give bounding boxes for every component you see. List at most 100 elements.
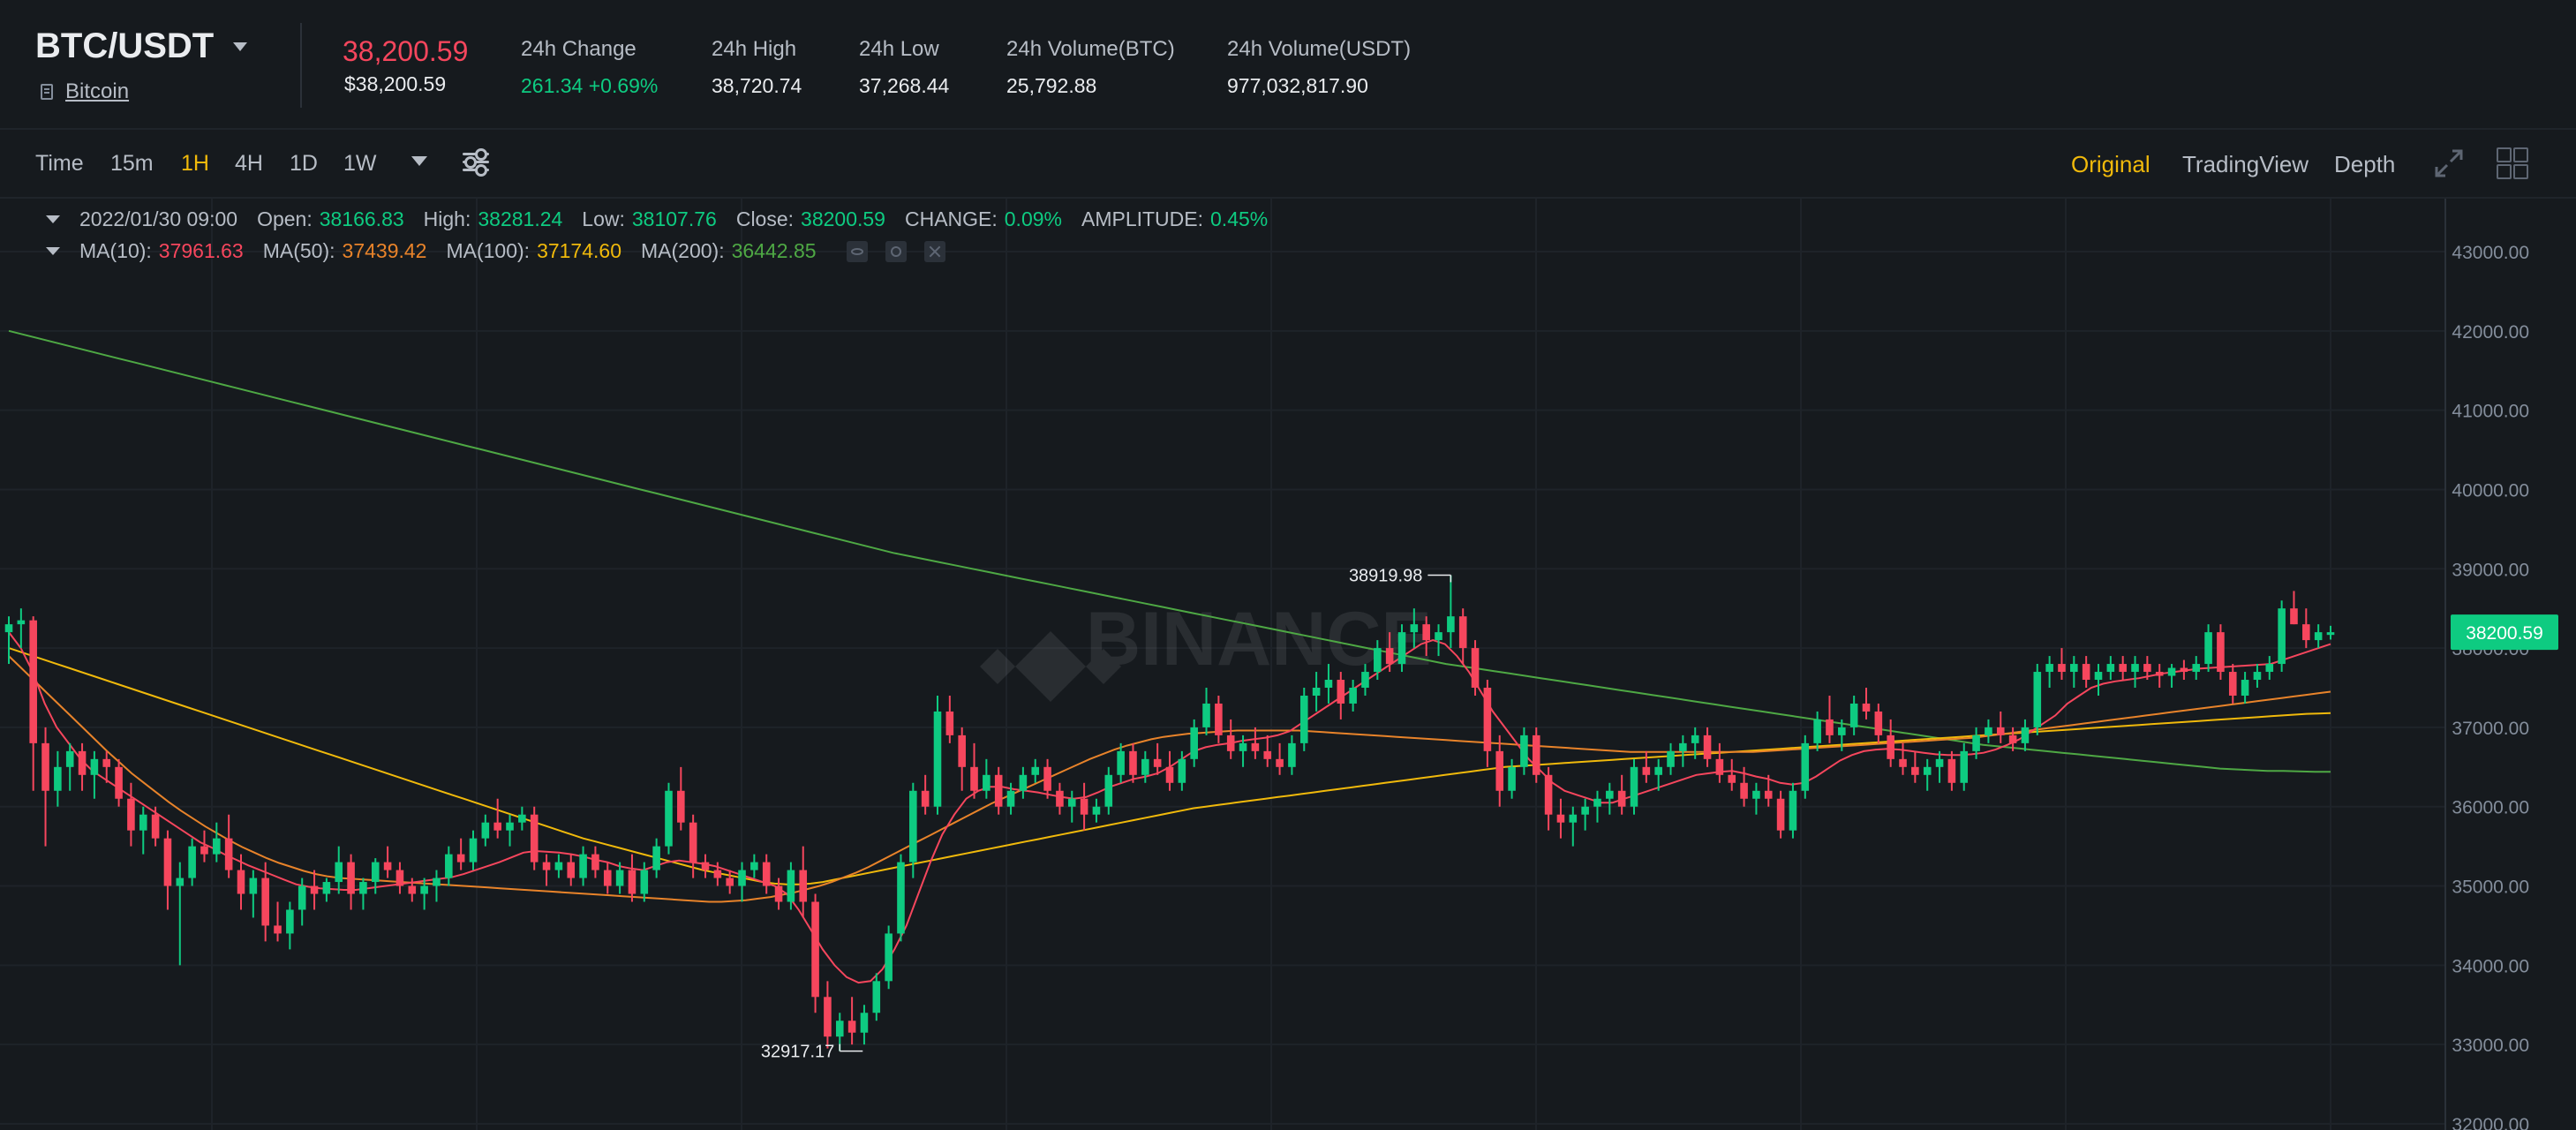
chart-toolbar: Time 15m 1H 4H 1D 1W Original TradingVie… [0, 130, 2576, 199]
y-tick-label: 37000.00 [2452, 719, 2529, 739]
ma10-label: MA(10): [79, 239, 152, 262]
layout-grid-icon[interactable] [2497, 147, 2528, 179]
low-label: Low: [582, 207, 625, 230]
ma50-value: 37439.42 [342, 239, 427, 262]
stat-label: 24h Volume(USDT) [1227, 37, 1412, 61]
ma200-label: MA(200): [641, 239, 725, 262]
candle-body [1703, 734, 1712, 759]
candle-body [554, 862, 563, 870]
indicator-settings-icon[interactable] [461, 147, 491, 177]
candle-body [1056, 790, 1064, 807]
candle-body [102, 758, 111, 767]
stat-label: 24h Change [521, 37, 636, 61]
candle-body [1996, 727, 2005, 735]
ma100-line [8, 647, 2331, 885]
market-header: BTC/USDT Bitcoin 38,200.59 $38,200.59 24… [0, 0, 2576, 130]
candle-body [1337, 680, 1345, 704]
interval-1h[interactable]: 1H [181, 151, 209, 176]
candle-body [1801, 742, 1810, 791]
candle-body [65, 750, 74, 767]
candle-body [2131, 664, 2139, 673]
view-tradingview-tab[interactable]: TradingView [2182, 151, 2309, 177]
candle-body [2265, 664, 2274, 673]
stat-value: 977,032,817.90 [1227, 74, 1368, 97]
candle-body [542, 862, 551, 870]
candle-body [2326, 632, 2335, 636]
coin-info: Bitcoin [41, 79, 129, 104]
candle-body [335, 862, 343, 883]
candle-body [628, 870, 636, 894]
candle-body [1617, 790, 1626, 807]
y-tick-label: 40000.00 [2452, 480, 2529, 501]
candle-body [188, 846, 196, 878]
interval-15m[interactable]: 15m [110, 151, 154, 176]
open-value: 38166.83 [319, 207, 404, 230]
more-intervals-icon[interactable] [411, 156, 427, 166]
view-original-tab[interactable]: Original [2071, 151, 2150, 177]
candle-body [2241, 680, 2249, 696]
low-value: 38107.76 [631, 207, 717, 230]
candle-body [1349, 688, 1357, 704]
close-label: Close: [735, 207, 795, 230]
interval-1w[interactable]: 1W [343, 151, 377, 176]
candle-body [1947, 758, 1956, 783]
candle-body [1397, 632, 1406, 665]
collapse-info-icon[interactable] [46, 215, 60, 223]
candle-body [2119, 664, 2127, 673]
min-price-label: 32917.17 [761, 1043, 834, 1062]
candle-body [1679, 742, 1687, 751]
candle-body [249, 878, 258, 894]
candle-body [2167, 667, 2176, 676]
change-value: 0.09% [1004, 207, 1062, 230]
high-label: High: [423, 207, 471, 230]
candle-body [347, 862, 355, 894]
candle-body [1581, 806, 1589, 815]
current-price-label: 38200.59 [2466, 623, 2543, 644]
candle-body [738, 870, 746, 886]
candle-body [2045, 664, 2053, 673]
candle-body [750, 862, 758, 870]
candlestick-chart[interactable]: 43000.00 42000.00 41000.00 40000.00 39000.00… [0, 199, 2576, 1130]
y-tick-label: 35000.00 [2452, 878, 2529, 898]
fullscreen-icon[interactable] [2433, 147, 2465, 179]
candle-body [29, 620, 37, 743]
candle-body [2106, 664, 2115, 673]
pair-title[interactable]: BTC/USDT [35, 26, 215, 65]
candle-body [41, 742, 49, 791]
ma100-value: 37174.60 [537, 239, 621, 262]
candle-body [518, 814, 526, 823]
ma-settings-icon[interactable] [885, 240, 907, 262]
candle-body [506, 822, 514, 831]
candle-body [224, 838, 233, 870]
pair-dropdown-icon[interactable] [233, 42, 247, 51]
candle-body [1435, 632, 1442, 641]
binance-logo-icon [980, 631, 1121, 702]
coin-name-link[interactable]: Bitcoin [65, 79, 130, 103]
candle-body [591, 854, 599, 870]
candle-body [261, 878, 269, 926]
chart-canvas[interactable]: 43000.00 42000.00 41000.00 40000.00 39000.00… [0, 199, 2576, 1130]
candle-body [1667, 750, 1675, 767]
candle-body [1691, 734, 1699, 743]
toggle-visibility-icon[interactable] [846, 240, 868, 262]
interval-1d[interactable]: 1D [290, 151, 318, 176]
interval-time[interactable]: Time [35, 151, 84, 176]
remove-indicator-icon[interactable] [923, 240, 945, 262]
candle-body [2290, 608, 2298, 625]
candle-body [909, 790, 917, 863]
candle-body [1288, 742, 1296, 767]
candle-body [885, 933, 893, 982]
interval-4h[interactable]: 4H [235, 151, 263, 176]
candle-body [151, 814, 160, 839]
candle-body [1972, 734, 1980, 751]
candle-body [1508, 766, 1516, 791]
candle-body [1312, 688, 1321, 696]
view-depth-tab[interactable]: Depth [2334, 151, 2396, 177]
candle-body [787, 870, 795, 902]
candle-body [1080, 798, 1088, 815]
candle-body [1899, 758, 1907, 767]
candle-body [1043, 766, 1051, 791]
candle-body [847, 1021, 856, 1033]
candle-body [1190, 727, 1198, 759]
collapse-ma-icon[interactable] [46, 247, 60, 255]
